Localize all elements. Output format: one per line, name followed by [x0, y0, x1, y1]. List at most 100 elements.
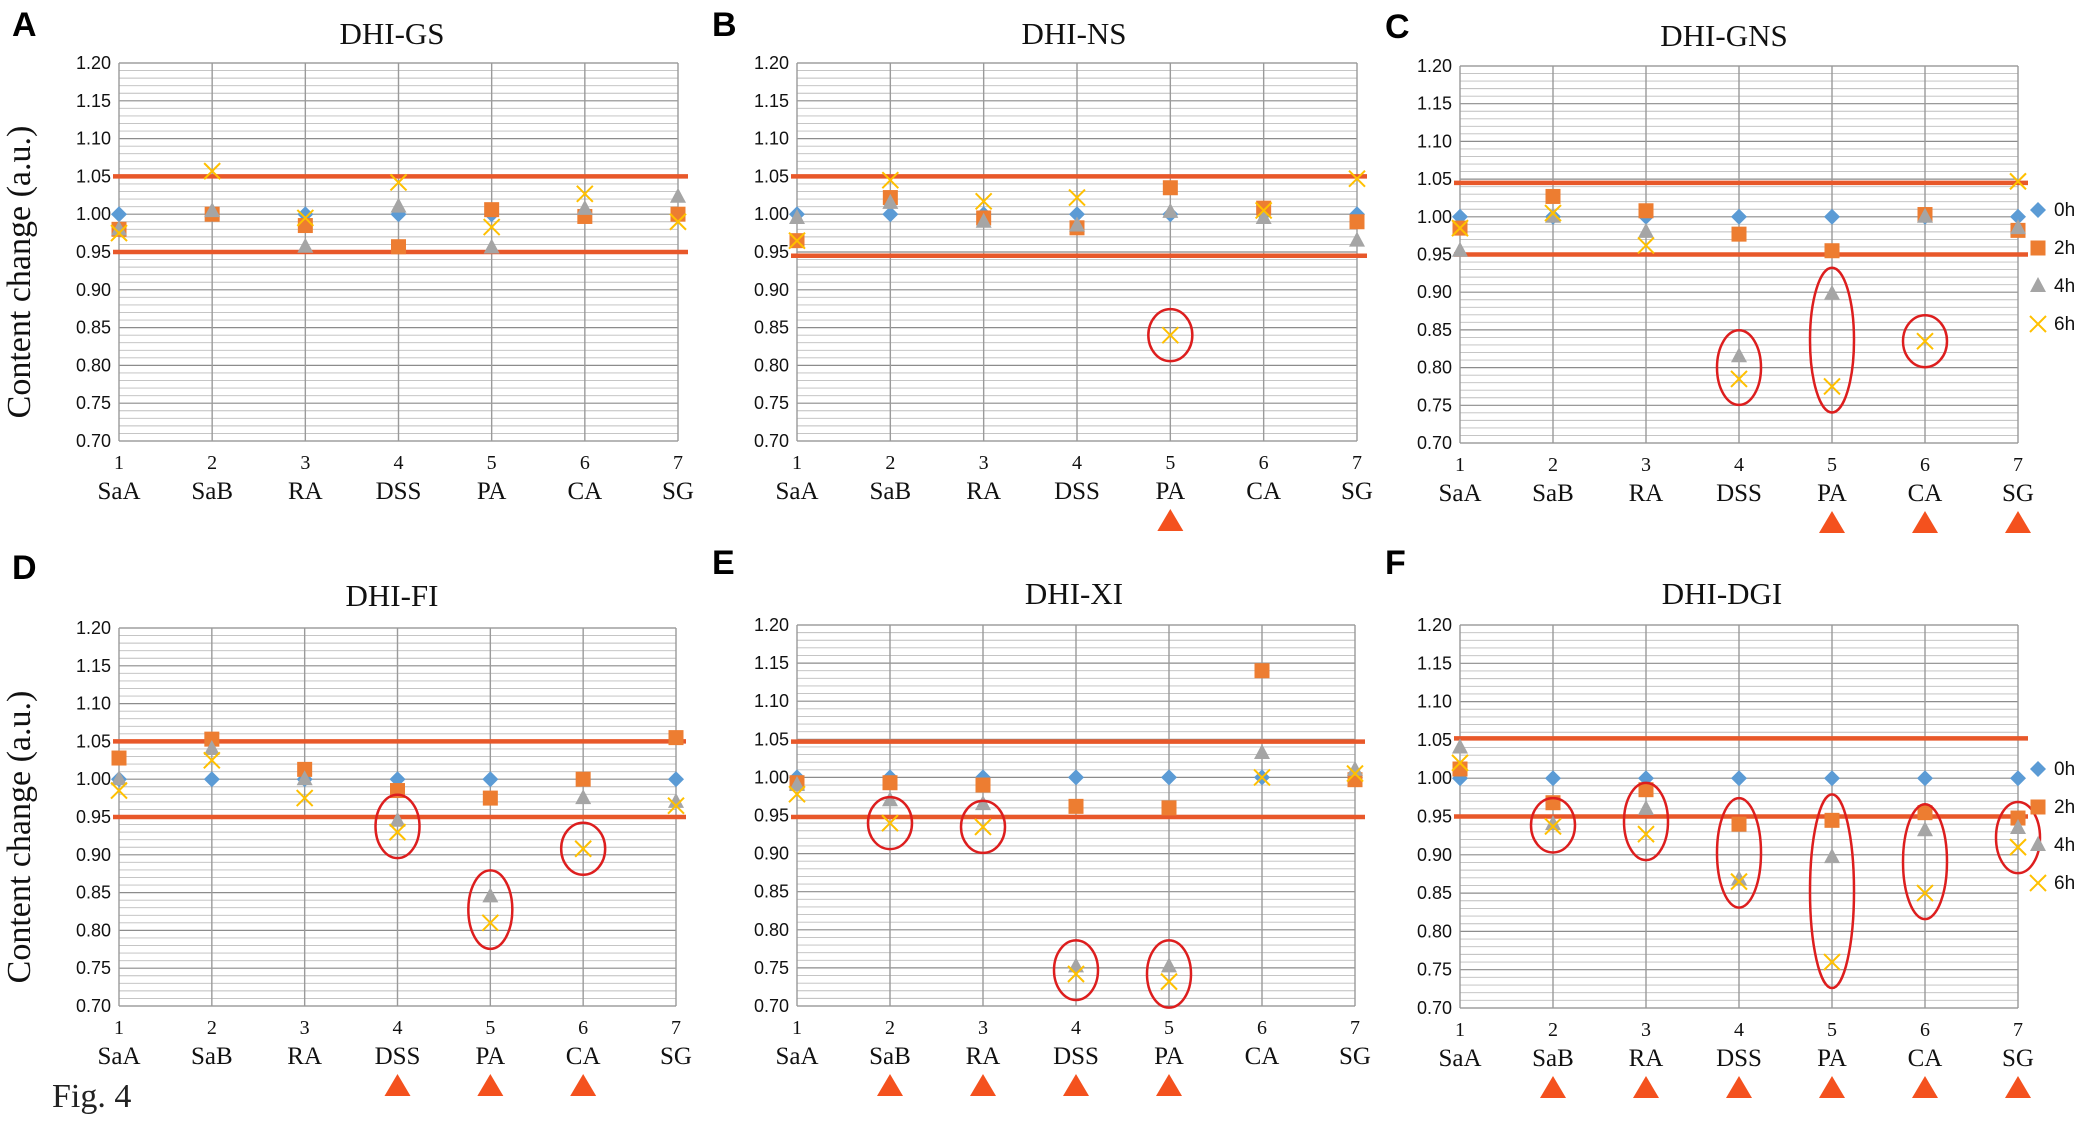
- x-category-label: PA: [477, 478, 507, 505]
- data-point-2h: [111, 750, 127, 766]
- data-point-0h: [882, 206, 899, 223]
- data-point-4h: [1824, 848, 1840, 864]
- data-point-6h: [1916, 332, 1934, 350]
- data-point-0h: [2010, 208, 2026, 225]
- legend-marker-2h: [2030, 799, 2046, 815]
- data-point-0h: [1161, 769, 1177, 786]
- y-tick-label: 0.95: [1417, 807, 1452, 827]
- data-point-6h: [788, 231, 806, 250]
- data-point-2h: [1638, 782, 1654, 798]
- x-category-label: SaB: [869, 1043, 911, 1070]
- y-tick-label: 0.75: [1417, 960, 1452, 980]
- significance-triangle: [2005, 1076, 2031, 1098]
- data-point-2h: [1917, 805, 1933, 821]
- y-tick-label: 1.00: [754, 204, 789, 224]
- significance-triangle: [2005, 511, 2031, 533]
- data-point-2h: [575, 771, 591, 787]
- highlight-ellipse: [1145, 939, 1193, 1009]
- panel-e: E DHI-XI 0.70 0.75 0.80 0.85 0.90 0.95 1.00 1.05 1…: [712, 544, 1371, 1096]
- data-point-6h: [881, 171, 900, 189]
- legend-marker-0h: [2030, 202, 2046, 218]
- figure-caption: Fig. 4: [52, 1078, 132, 1115]
- x-mark-stroke: [1161, 326, 1180, 344]
- data-point-6h: [974, 192, 993, 211]
- y-tick-label: 1.10: [1417, 131, 1452, 151]
- data-point-0h: [1824, 208, 1840, 225]
- y-tick-label: 1.20: [1417, 56, 1452, 76]
- y-tick-label: 1.00: [76, 769, 111, 789]
- data-point-4h: [1162, 202, 1179, 218]
- x-mark-stroke: [1160, 972, 1178, 991]
- data-point-6h: [1161, 326, 1180, 344]
- x-category-label: DSS: [1716, 480, 1762, 507]
- x-category-label: SaB: [869, 478, 911, 505]
- data-point-4h: [882, 193, 899, 209]
- y-tick-label: 0.90: [76, 280, 111, 300]
- x-tick-number: 4: [394, 452, 404, 474]
- y-tick-label: 0.70: [76, 996, 111, 1016]
- x-tick-number: 3: [1641, 454, 1651, 476]
- y-tick-label: 0.95: [76, 242, 111, 262]
- y-tick-label: 1.10: [1417, 692, 1452, 712]
- data-point-2h: [1731, 226, 1747, 242]
- x-tick-number: 1: [1455, 1019, 1465, 1041]
- x-tick-number: 1: [114, 1017, 124, 1039]
- data-point-4h: [1068, 957, 1084, 973]
- x-tick-number: 4: [1734, 454, 1744, 476]
- data-point-0h: [111, 206, 127, 223]
- panel-title: DHI-GS: [339, 16, 444, 51]
- x-category-label: RA: [1629, 480, 1664, 507]
- x-mark-stroke: [1637, 236, 1655, 255]
- y-tick-label: 0.80: [76, 355, 111, 375]
- y-tick-label: 0.75: [76, 958, 111, 978]
- significance-triangle: [1726, 1076, 1752, 1098]
- significance-triangle: [970, 1074, 996, 1096]
- data-point-6h: [1254, 201, 1273, 220]
- y-tick-label: 1.15: [76, 656, 111, 676]
- data-point-4h: [2010, 219, 2026, 235]
- y-tick-label: 1.00: [1417, 207, 1452, 227]
- data-point-6h: [2009, 838, 2027, 856]
- x-tick-number: 5: [485, 1017, 495, 1039]
- panel-letter: F: [1385, 544, 1406, 582]
- data-point-4h: [1917, 821, 1933, 837]
- data-point-4h: [111, 770, 127, 786]
- data-point-0h: [2010, 770, 2026, 787]
- x-mark-stroke: [203, 751, 221, 770]
- x-tick-number: 7: [671, 1017, 681, 1039]
- data-point-4h: [1452, 241, 1468, 257]
- y-tick-label: 0.70: [1417, 998, 1452, 1018]
- panel-a: A DHI-GS 0.70 0.75 0.80 0.85 0.90 0.95 1.00 1.05 1…: [1, 6, 694, 505]
- data-point-4h: [668, 792, 684, 808]
- significance-triangle: [384, 1074, 411, 1096]
- x-category-label: RA: [966, 478, 1001, 505]
- highlight-ellipse: [1808, 266, 1856, 414]
- significance-triangle: [1540, 1076, 1566, 1098]
- x-tick-number: 3: [300, 452, 310, 474]
- x-category-label: PA: [1817, 480, 1847, 507]
- x-tick-number: 4: [1734, 1019, 1744, 1041]
- y-tick-label: 0.75: [76, 393, 111, 413]
- data-point-2h: [297, 761, 313, 777]
- x-tick-number: 6: [578, 1017, 588, 1039]
- data-point-2h: [1824, 243, 1840, 259]
- y-tick-label: 0.70: [1417, 433, 1452, 453]
- x-category-label: SaB: [191, 1043, 233, 1070]
- legend-marker-4h: [2030, 836, 2046, 851]
- y-tick-label: 1.15: [76, 91, 111, 111]
- data-point-6h: [1451, 754, 1469, 772]
- y-tick-label: 0.70: [76, 431, 111, 451]
- data-point-4h: [1255, 208, 1272, 224]
- significance-triangle: [1063, 1074, 1089, 1096]
- data-point-0h: [482, 771, 499, 788]
- data-point-2h: [670, 206, 686, 222]
- data-point-4h: [576, 199, 593, 215]
- data-point-6h: [1544, 204, 1562, 222]
- y-tick-label: 0.80: [76, 920, 111, 940]
- x-mark-stroke: [1067, 965, 1085, 983]
- data-point-6h: [295, 789, 314, 807]
- x-mark-stroke: [974, 192, 993, 211]
- x-mark-stroke: [576, 185, 594, 203]
- x-tick-number: 2: [207, 452, 217, 474]
- panel-letter: C: [1385, 8, 1410, 46]
